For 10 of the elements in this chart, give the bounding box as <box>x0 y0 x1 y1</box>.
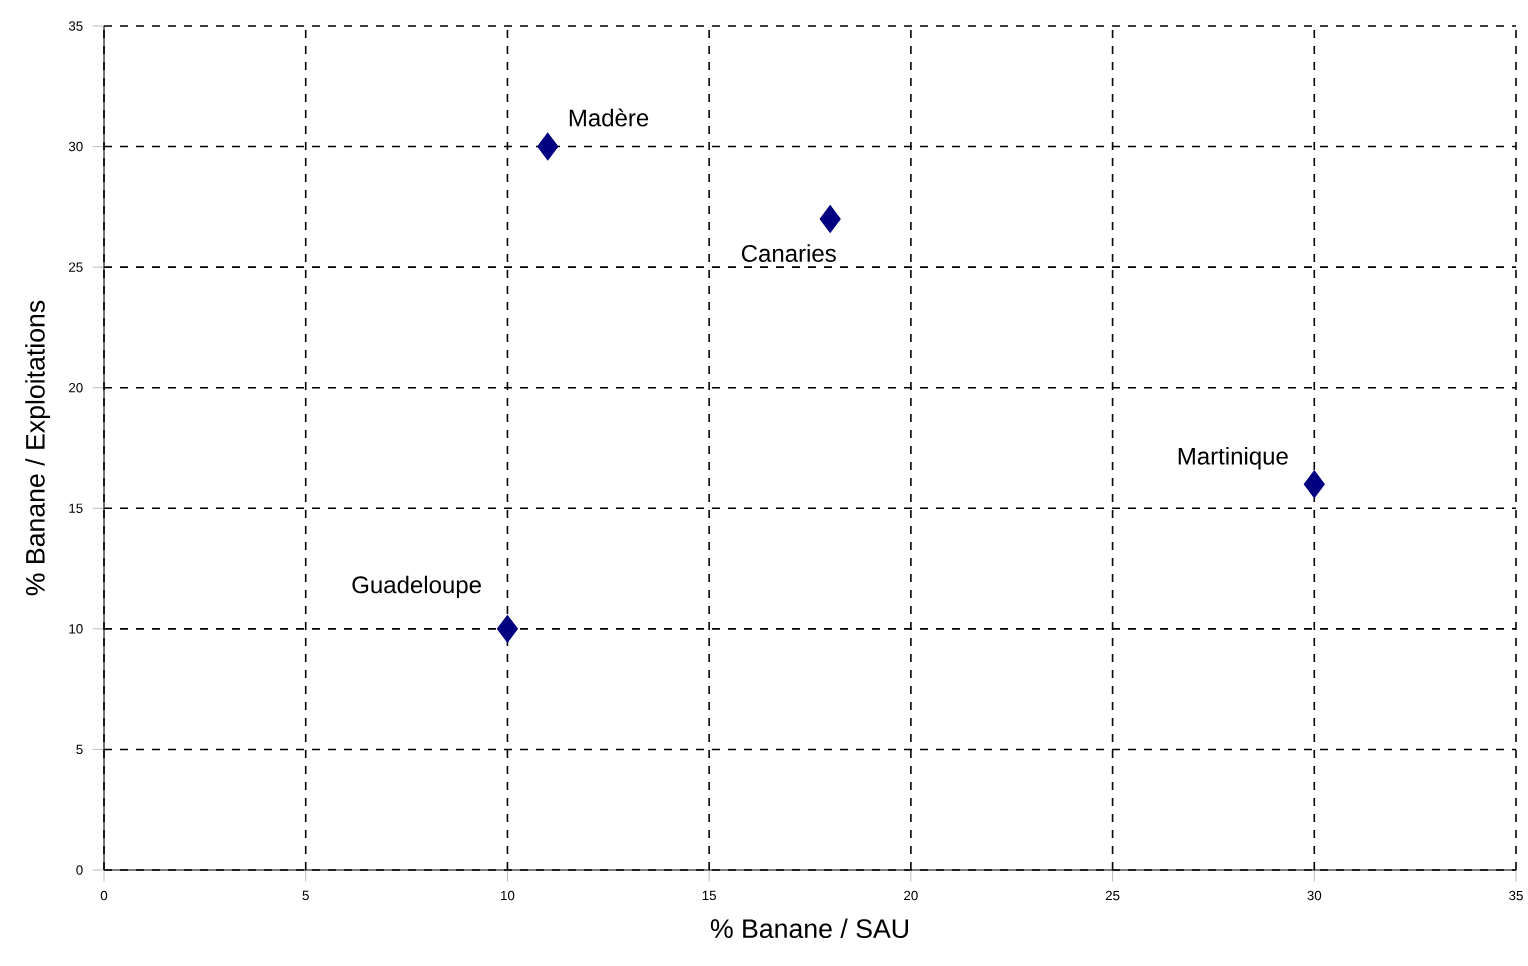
point <box>1303 470 1325 499</box>
annotation: Canaries <box>741 244 836 262</box>
point <box>819 205 841 233</box>
y-axis-title: % Banane / Exploitations <box>25 300 51 596</box>
annotation: Martinique <box>1178 447 1288 470</box>
point <box>537 132 559 161</box>
point <box>496 614 518 643</box>
annotation: Madère <box>569 108 649 127</box>
annotation: Guadeloupe <box>352 575 481 599</box>
x-axis-title: % Banane / SAU <box>710 918 908 939</box>
